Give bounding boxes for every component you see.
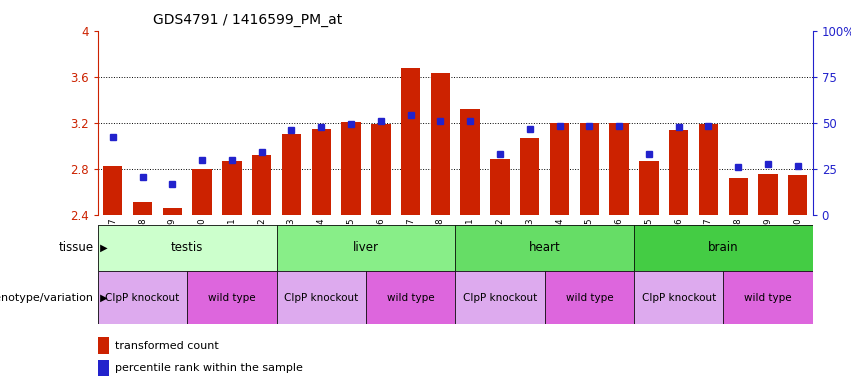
Bar: [103, 166, 123, 215]
Bar: [222, 161, 242, 215]
Text: ClpP knockout: ClpP knockout: [284, 293, 358, 303]
Text: ClpP knockout: ClpP knockout: [106, 293, 180, 303]
Text: ClpP knockout: ClpP knockout: [463, 293, 537, 303]
Text: transformed count: transformed count: [115, 341, 219, 351]
Text: wild type: wild type: [208, 293, 255, 303]
Bar: [252, 155, 271, 215]
Bar: [639, 161, 659, 215]
Text: brain: brain: [708, 241, 739, 254]
Text: liver: liver: [353, 241, 379, 254]
Bar: [163, 208, 182, 215]
Bar: [634, 225, 813, 271]
Bar: [460, 109, 480, 215]
Bar: [490, 159, 510, 215]
Bar: [669, 130, 688, 215]
Text: ▶: ▶: [97, 293, 107, 303]
Bar: [192, 169, 212, 215]
Text: percentile rank within the sample: percentile rank within the sample: [115, 363, 303, 373]
Bar: [277, 271, 366, 324]
Text: heart: heart: [528, 241, 561, 254]
Bar: [520, 138, 540, 215]
Text: ClpP knockout: ClpP knockout: [642, 293, 716, 303]
Text: GDS4791 / 1416599_PM_at: GDS4791 / 1416599_PM_at: [153, 13, 342, 27]
Bar: [98, 271, 187, 324]
Bar: [277, 225, 455, 271]
Bar: [699, 124, 718, 215]
Bar: [371, 124, 391, 215]
Bar: [545, 271, 634, 324]
Bar: [133, 202, 152, 215]
Bar: [455, 271, 545, 324]
Bar: [580, 123, 599, 215]
Bar: [98, 337, 109, 354]
Bar: [609, 123, 629, 215]
Bar: [634, 271, 723, 324]
Bar: [366, 271, 455, 324]
Text: genotype/variation: genotype/variation: [0, 293, 94, 303]
Bar: [98, 359, 109, 376]
Bar: [341, 122, 361, 215]
Text: ▶: ▶: [97, 243, 107, 253]
Bar: [401, 68, 420, 215]
Bar: [723, 271, 813, 324]
Text: wild type: wild type: [566, 293, 613, 303]
Bar: [758, 174, 778, 215]
Bar: [728, 178, 748, 215]
Bar: [550, 123, 569, 215]
Bar: [788, 175, 808, 215]
Bar: [455, 225, 634, 271]
Bar: [282, 134, 301, 215]
Bar: [311, 129, 331, 215]
Bar: [431, 73, 450, 215]
Text: testis: testis: [171, 241, 203, 254]
Text: wild type: wild type: [387, 293, 434, 303]
Bar: [98, 225, 277, 271]
Text: tissue: tissue: [59, 241, 94, 254]
Bar: [187, 271, 277, 324]
Text: wild type: wild type: [745, 293, 791, 303]
